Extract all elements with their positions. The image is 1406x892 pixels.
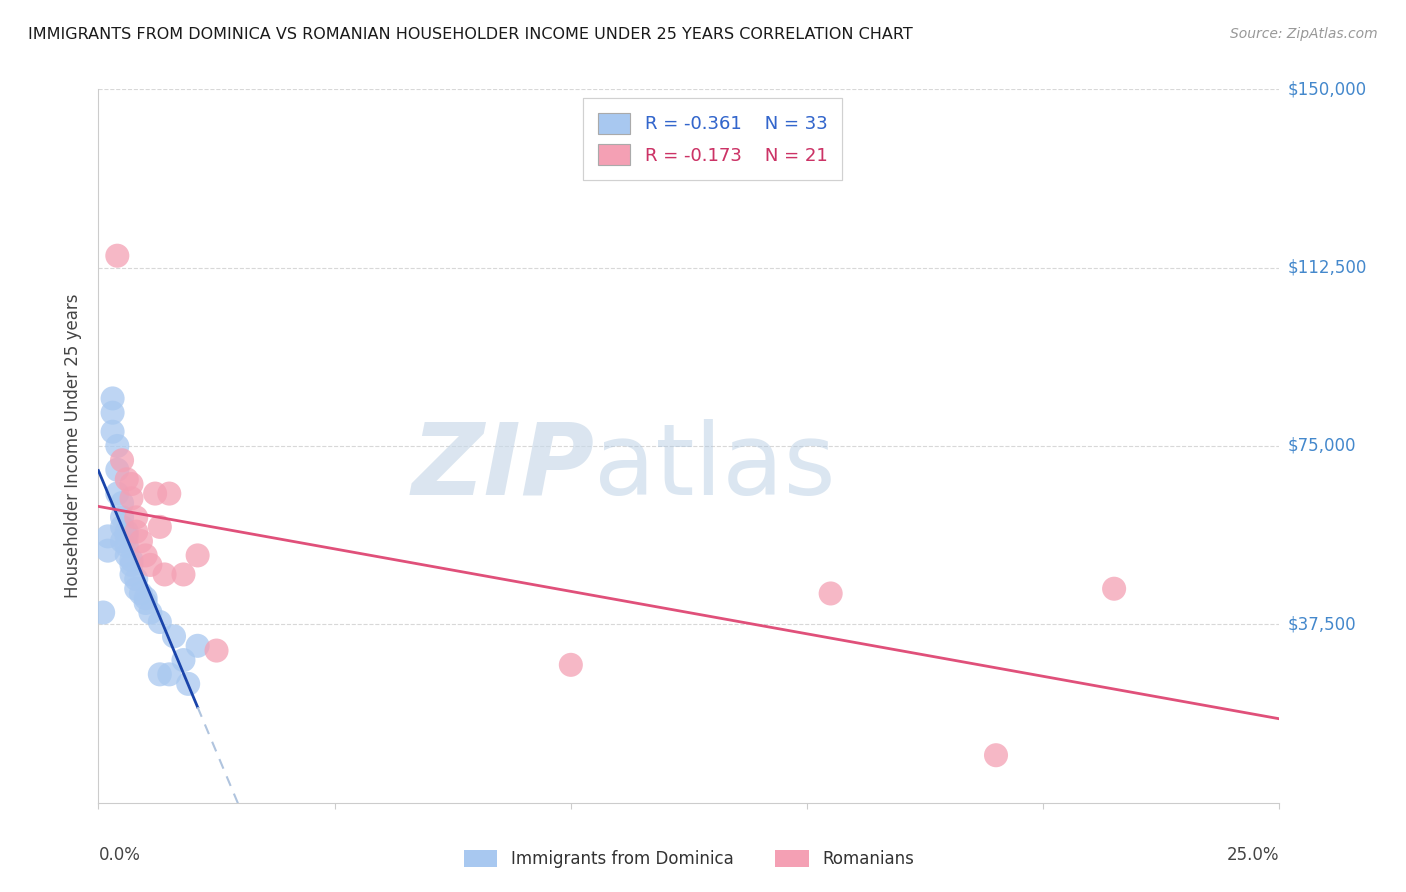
Point [101, 425, 124, 439]
Point [560, 657, 582, 672]
Point [101, 392, 124, 406]
Point [121, 558, 143, 572]
Point [205, 643, 228, 657]
Text: atlas: atlas [595, 419, 837, 516]
Point [157, 486, 180, 500]
Point [97, 529, 120, 543]
Point [129, 586, 152, 600]
Point [163, 629, 186, 643]
Point [97, 543, 120, 558]
Point [121, 553, 143, 567]
Y-axis label: Householder Income Under 25 years: Householder Income Under 25 years [65, 293, 83, 599]
Point [111, 534, 134, 549]
Point [187, 549, 209, 563]
Point [125, 582, 148, 596]
Point [820, 586, 842, 600]
Point [115, 472, 138, 486]
Point [91, 606, 114, 620]
Text: ZIP: ZIP [412, 419, 595, 516]
Point [105, 486, 128, 500]
Point [143, 486, 166, 500]
Point [135, 591, 157, 606]
Point [105, 439, 128, 453]
Point [129, 534, 152, 549]
Point [115, 549, 138, 563]
Point [135, 549, 157, 563]
Text: $75,000: $75,000 [1288, 437, 1357, 455]
Legend: Immigrants from Dominica, Romanians: Immigrants from Dominica, Romanians [457, 843, 921, 875]
Point [177, 677, 200, 691]
Legend: R = -0.361    N = 33, R = -0.173    N = 21: R = -0.361 N = 33, R = -0.173 N = 21 [583, 98, 842, 179]
Point [172, 567, 194, 582]
Point [111, 520, 134, 534]
Point [105, 463, 128, 477]
Point [149, 615, 172, 629]
Point [135, 596, 157, 610]
Point [125, 572, 148, 586]
Point [115, 524, 138, 539]
Point [1102, 582, 1125, 596]
Text: IMMIGRANTS FROM DOMINICA VS ROMANIAN HOUSEHOLDER INCOME UNDER 25 YEARS CORRELATI: IMMIGRANTS FROM DOMINICA VS ROMANIAN HOU… [28, 27, 912, 42]
Point [101, 406, 124, 420]
Point [139, 558, 162, 572]
Point [187, 639, 209, 653]
Text: $112,500: $112,500 [1288, 259, 1367, 277]
Text: $37,500: $37,500 [1288, 615, 1357, 633]
Point [121, 491, 143, 506]
Point [115, 539, 138, 553]
Point [121, 567, 143, 582]
Point [149, 520, 172, 534]
Point [172, 653, 194, 667]
Point [111, 510, 134, 524]
Text: $150,000: $150,000 [1288, 80, 1367, 98]
Point [157, 667, 180, 681]
Point [115, 529, 138, 543]
Text: 0.0%: 0.0% [98, 846, 141, 863]
Point [111, 453, 134, 467]
Point [121, 477, 143, 491]
Point [984, 748, 1007, 763]
Point [105, 249, 128, 263]
Text: 25.0%: 25.0% [1227, 846, 1279, 863]
Point [153, 567, 176, 582]
Text: Source: ZipAtlas.com: Source: ZipAtlas.com [1230, 27, 1378, 41]
Point [139, 606, 162, 620]
Point [125, 510, 148, 524]
Point [149, 667, 172, 681]
Point [125, 524, 148, 539]
Point [111, 496, 134, 510]
